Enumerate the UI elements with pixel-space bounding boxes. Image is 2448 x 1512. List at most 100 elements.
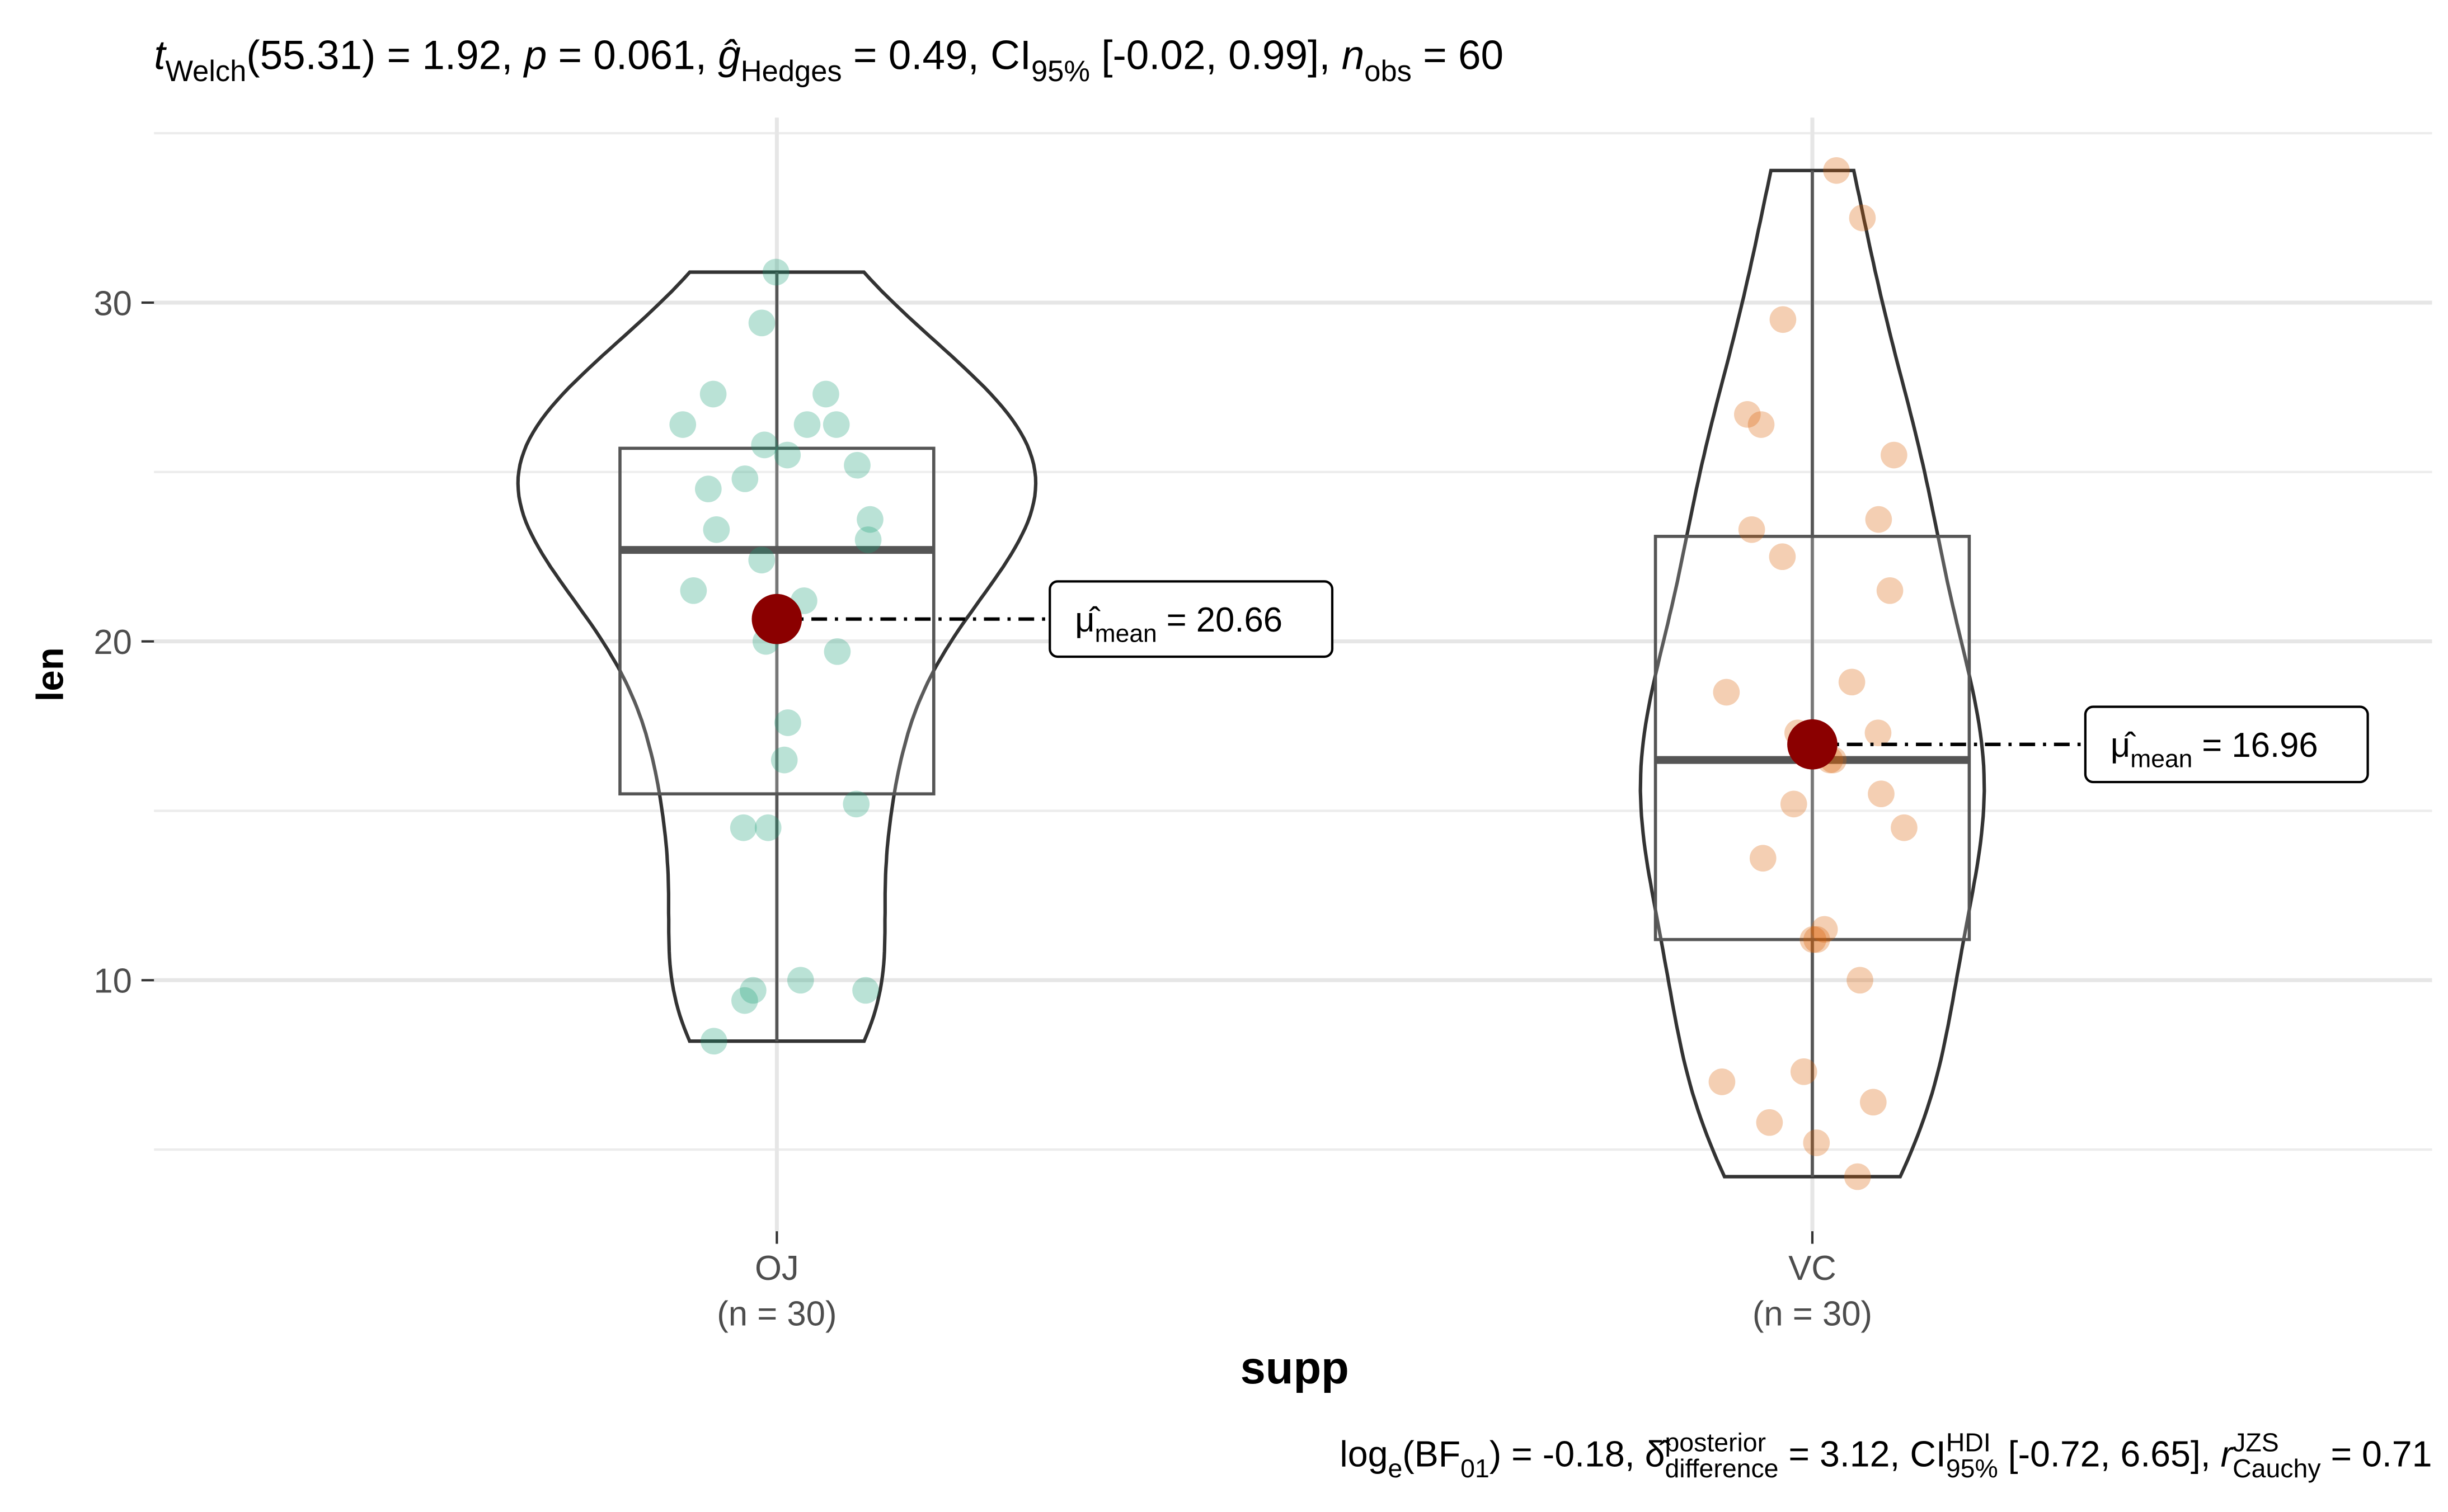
data-point <box>751 431 778 459</box>
data-point <box>823 411 850 438</box>
data-point <box>703 516 730 543</box>
data-point <box>1769 543 1796 571</box>
text-segment: ) = -0.18, <box>1490 1434 1645 1475</box>
text-segment: = 0.71 <box>2321 1434 2432 1475</box>
data-point <box>762 258 790 286</box>
data-point <box>852 977 879 1004</box>
data-point <box>1868 780 1895 808</box>
data-point <box>680 577 707 604</box>
text-segment: HDI <box>1946 1428 1991 1457</box>
data-point <box>857 506 884 533</box>
data-point <box>1756 1109 1783 1136</box>
data-point <box>1803 1129 1830 1156</box>
y-tick-label: 10 <box>93 962 132 1001</box>
data-point <box>1734 401 1761 428</box>
mean-point <box>751 594 802 644</box>
data-point <box>1708 1068 1736 1095</box>
data-point <box>1849 204 1876 232</box>
text-segment: (55.31) = 1.92, <box>246 32 524 78</box>
text-segment: n <box>1342 32 1365 78</box>
text-segment: mean <box>2130 746 2192 773</box>
data-point <box>1747 411 1775 438</box>
data-point <box>1738 516 1765 543</box>
text-segment: r <box>2221 1434 2234 1475</box>
text-segment: [-0.02, 0.99], <box>1090 32 1342 78</box>
data-point <box>701 1028 727 1055</box>
text-segment: JZS <box>2233 1428 2279 1457</box>
data-point <box>854 526 882 553</box>
x-axis-title: supp <box>1241 1343 1349 1393</box>
data-point <box>748 309 776 337</box>
data-point <box>1838 668 1866 696</box>
data-point <box>1846 967 1873 994</box>
mean-label: μ̂ mean = 16.96 <box>2111 726 2318 773</box>
y-tick-label: 20 <box>93 623 132 662</box>
text-segment: t <box>154 32 167 78</box>
data-point <box>1844 1163 1871 1190</box>
data-point <box>793 411 821 438</box>
data-point <box>748 547 776 574</box>
mean-label: μ̂ mean = 20.66 <box>1075 601 1282 648</box>
text-segment: 01 <box>1460 1454 1490 1483</box>
data-point <box>844 451 871 479</box>
data-point <box>812 380 839 408</box>
data-point <box>731 465 759 492</box>
x-tick-sublabel: (n = 30) <box>717 1294 837 1333</box>
data-point <box>1859 1089 1887 1116</box>
mean-label-box <box>1049 580 1334 658</box>
data-point <box>1713 679 1740 706</box>
data-point <box>1769 306 1797 333</box>
text-segment: ĝ <box>718 32 741 78</box>
data-point <box>1864 719 1892 747</box>
x-tick-sublabel: (n = 30) <box>1752 1294 1872 1333</box>
x-tick-label: VC <box>1788 1249 1836 1288</box>
text-segment: obs <box>1364 55 1412 88</box>
subtitle: t Welch (55.31) = 1.92, p = 0.061, ĝ Hedges… <box>154 32 1503 88</box>
data-point <box>770 746 798 774</box>
data-point <box>1891 814 1918 841</box>
violin <box>516 270 1038 1043</box>
x-tick-label: OJ <box>755 1249 799 1288</box>
text-segment: [-0.72, 6.65], <box>1998 1434 2221 1475</box>
text-segment: 95% <box>1946 1454 1998 1483</box>
text-segment: Cauchy <box>2233 1454 2321 1483</box>
text-segment: Welch <box>165 55 246 88</box>
data-point <box>1876 577 1904 604</box>
data-point <box>787 967 814 994</box>
text-segment: = 0.49, CI <box>842 32 1031 78</box>
data-point <box>843 790 870 818</box>
data-point <box>730 814 757 841</box>
y-axis-title: len <box>30 647 72 701</box>
data-point <box>774 441 801 469</box>
text-segment: p <box>523 32 547 78</box>
data-point <box>740 977 767 1004</box>
text-segment: difference <box>1665 1454 1778 1483</box>
data-point <box>1803 926 1830 953</box>
text-segment: posterior <box>1665 1428 1766 1457</box>
data-point <box>699 380 727 408</box>
text-segment: (BF <box>1402 1434 1460 1475</box>
y-tick-label: 30 <box>93 284 132 323</box>
data-point <box>1823 157 1850 184</box>
data-point <box>1865 506 1892 533</box>
caption: log e (BF 01) = -0.18, δ̂ posteriordifferenc… <box>1340 1428 2432 1483</box>
data-point <box>694 475 722 502</box>
data-point <box>824 638 851 665</box>
text-segment: Hedges <box>741 55 842 88</box>
data-point <box>1780 790 1807 818</box>
data-point <box>1790 1058 1817 1085</box>
violin <box>1638 168 1986 1179</box>
text-segment: = 3.12, CI <box>1779 1434 1946 1475</box>
text-segment: = 0.061, <box>547 32 718 78</box>
text-segment: e <box>1388 1454 1402 1483</box>
data-point <box>1799 926 1827 953</box>
data-point <box>669 411 697 438</box>
text-segment: = 20.66 <box>1167 601 1282 639</box>
data-point <box>1811 916 1838 943</box>
text-segment: = 60 <box>1412 32 1503 78</box>
data-point <box>754 814 782 841</box>
data-point <box>1881 441 1907 469</box>
text-segment: mean <box>1095 620 1157 648</box>
